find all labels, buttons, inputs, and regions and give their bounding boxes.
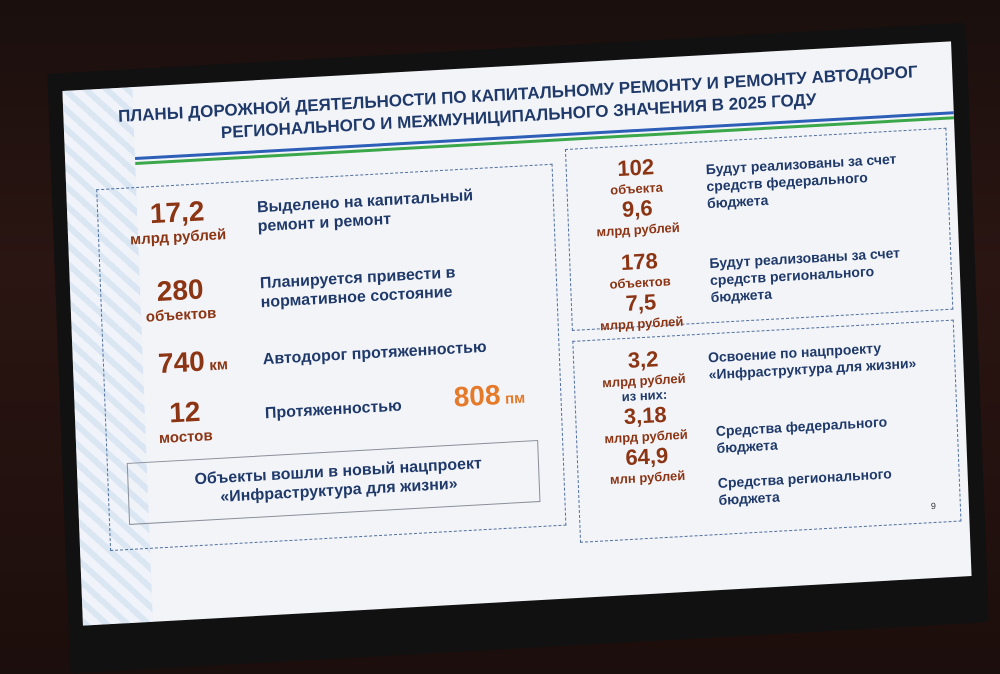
- stat-nat-project: 3,2 млрд рублей из них: 3,18 млрд рублей…: [588, 344, 703, 488]
- stat-value: 740: [157, 345, 206, 380]
- stat-bridge-length: 808 пм: [434, 377, 545, 415]
- stat-regional-objects: 178 объектов 7,5 млрд рублей: [584, 246, 697, 334]
- stat-unit: пм: [504, 389, 526, 408]
- presentation-slide: ПЛАНЫ ДОРОЖНОЙ ДЕЯТЕЛЬНОСТИ ПО КАПИТАЛЬН…: [62, 41, 972, 626]
- stat-objects: 280 объектов: [115, 271, 247, 327]
- stat-federal-objects: 102 объекта 9,6 млрд рублей: [580, 152, 693, 240]
- stat-unit: км: [209, 356, 229, 375]
- stat-bridges: 12 мостов: [119, 393, 251, 449]
- note-text: Объекты вошли в новый нацпроект «Инфраст…: [194, 455, 483, 506]
- stat-budget: 17,2 млрд рублей: [112, 193, 244, 249]
- stat-value: 808: [453, 379, 501, 413]
- page-number: 9: [930, 500, 937, 512]
